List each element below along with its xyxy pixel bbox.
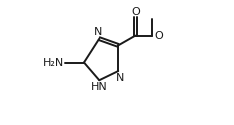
Text: H₂N: H₂N	[43, 58, 64, 68]
Text: N: N	[94, 27, 102, 37]
Text: N: N	[116, 73, 124, 83]
Text: O: O	[131, 7, 140, 17]
Text: O: O	[155, 31, 163, 41]
Text: HN: HN	[91, 82, 107, 92]
